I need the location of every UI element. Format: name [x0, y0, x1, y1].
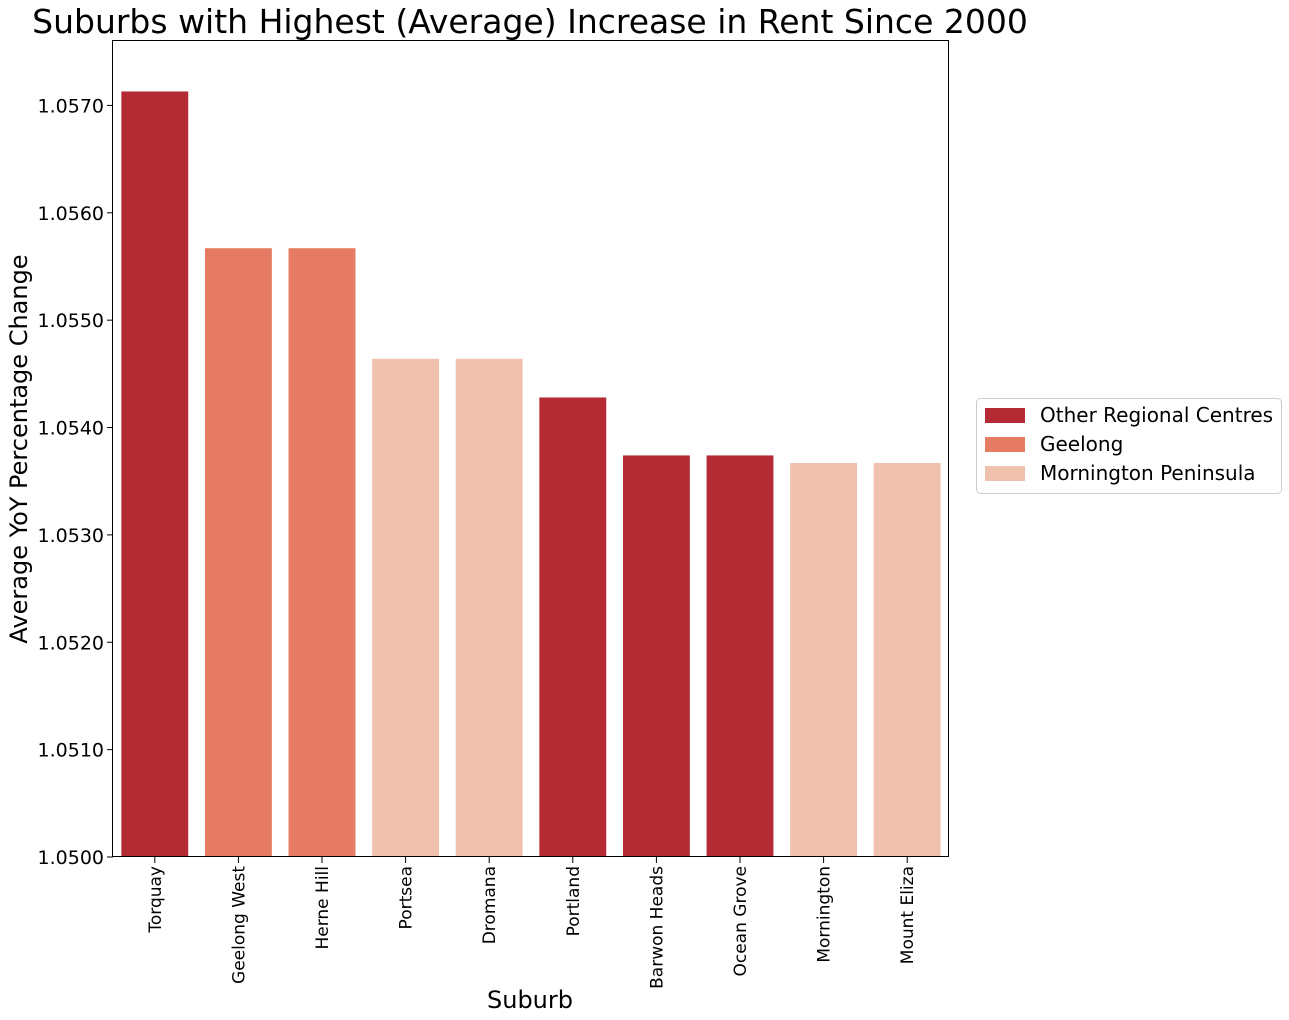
- legend-swatch-other-regional-centres: [985, 408, 1025, 423]
- y-tick-label: 1.0520: [38, 632, 104, 654]
- bar-ocean-grove: [706, 455, 774, 857]
- x-tick-label-ocean-grove: Ocean Grove: [731, 866, 751, 977]
- legend-label-mornington-peninsula: Mornington Peninsula: [1040, 461, 1256, 485]
- chart-title: Suburbs with Highest (Average) Increase …: [32, 2, 1028, 41]
- legend-label-other-regional-centres: Other Regional Centres: [1040, 403, 1273, 427]
- x-tick-label-geelong-west: Geelong West: [229, 866, 249, 984]
- x-tick-label-barwon-heads: Barwon Heads: [647, 866, 667, 989]
- x-tick-label-portland: Portland: [564, 866, 584, 936]
- y-tick-label: 1.0530: [38, 525, 104, 547]
- plot-area-frame: [112, 40, 949, 857]
- bar-portsea: [372, 358, 440, 857]
- bar-dromana: [455, 358, 523, 857]
- bar-herne-hill: [288, 248, 356, 858]
- bar-mount-eliza: [873, 462, 941, 857]
- bar-barwon-heads: [622, 455, 690, 857]
- x-axis-ticks: Torquay Geelong West Herne Hill Portsea Drom…: [146, 857, 918, 989]
- y-tick-label: 1.0540: [38, 418, 104, 440]
- y-axis-label: Average YoY Percentage Change: [5, 254, 33, 643]
- x-tick-label-mount-eliza: Mount Eliza: [898, 866, 918, 964]
- y-tick-label: 1.0570: [38, 95, 104, 117]
- legend: Other Regional Centres Geelong Mornington …: [976, 398, 1282, 494]
- bar-geelong-west: [204, 248, 272, 858]
- legend-swatch-geelong: [985, 437, 1025, 452]
- legend-entries: Other Regional Centres Geelong Mornington …: [985, 403, 1273, 485]
- bars-group: [121, 91, 941, 858]
- y-axis-ticks: 1.0500 1.0510 1.0520 1.0530 1.0540 1.0550 1.05…: [38, 95, 113, 869]
- y-tick-label: 1.0500: [38, 847, 104, 869]
- x-tick-label-mornington: Mornington: [815, 866, 835, 963]
- bar-mornington: [790, 462, 858, 857]
- y-tick-label: 1.0550: [38, 310, 104, 332]
- y-tick-label: 1.0510: [38, 740, 104, 762]
- x-tick-label-herne-hill: Herne Hill: [313, 866, 333, 950]
- x-tick-label-portsea: Portsea: [397, 866, 417, 929]
- bar-torquay: [121, 91, 189, 857]
- bar-portland: [539, 397, 607, 857]
- x-tick-label-torquay: Torquay: [146, 866, 166, 934]
- legend-swatch-mornington-peninsula: [985, 466, 1025, 481]
- x-axis-label: Suburb: [487, 986, 573, 1014]
- x-tick-label-dromana: Dromana: [480, 866, 500, 944]
- legend-frame: [976, 398, 1282, 494]
- y-tick-label: 1.0560: [38, 203, 104, 225]
- legend-label-geelong: Geelong: [1040, 432, 1123, 456]
